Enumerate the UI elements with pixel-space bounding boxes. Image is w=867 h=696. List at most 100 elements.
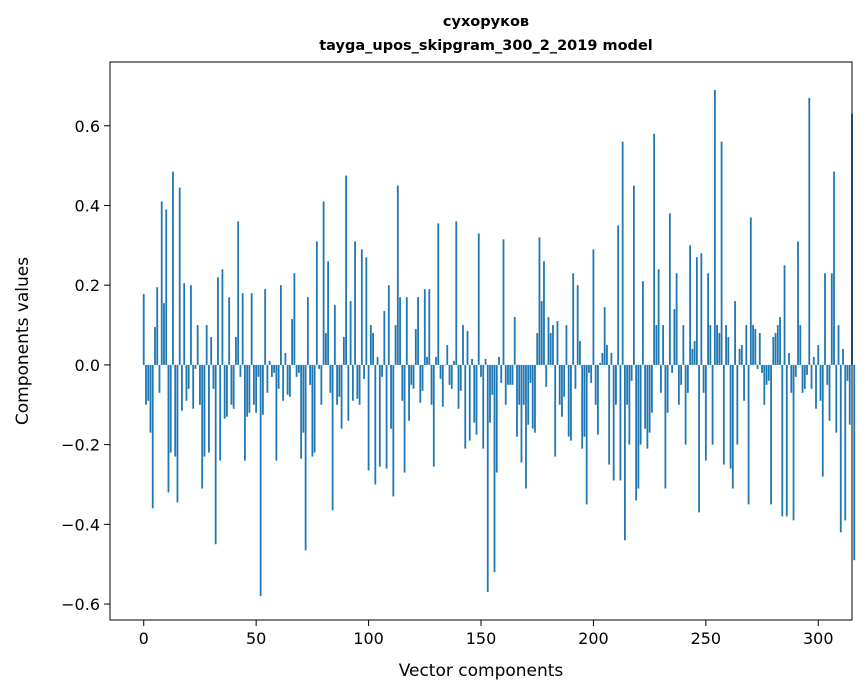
bar-163 [509,364,512,385]
bar-180 [547,317,550,365]
bar-159 [500,364,503,383]
bar-188 [565,325,568,365]
bar-275 [761,364,763,373]
bar-149 [477,233,480,365]
bar-262 [731,364,734,489]
bar-161 [504,364,507,405]
bar-18 [183,283,186,365]
bar-183 [554,364,557,457]
bar-124 [421,364,424,391]
x-tick-label: 300 [803,629,834,648]
bar-60 [277,364,280,389]
bar-303 [824,273,826,365]
bar-286 [785,364,788,517]
bar-220 [637,364,640,489]
bar-111 [392,364,395,497]
bar-313 [846,364,849,381]
bar-135 [446,344,449,365]
bar-72 [304,364,307,551]
bar-185 [558,364,561,405]
bar-50 [255,364,258,413]
bar-38 [228,297,231,365]
bar-126 [426,356,428,365]
bar-70 [300,364,303,459]
bar-58 [273,364,276,373]
bar-297 [810,364,813,389]
bar-91 [347,364,350,421]
bar-139 [455,221,458,365]
bar-251 [707,273,709,365]
bar-283 [779,317,781,365]
bar-26 [201,364,204,489]
bar-76 [313,364,316,453]
bar-97 [360,249,363,365]
bar-150 [480,364,482,377]
bar-228 [655,325,658,365]
bar-100 [367,364,370,471]
bar-195 [581,364,584,449]
bar-218 [633,185,635,365]
plot-frame [109,61,853,621]
bar-151 [482,364,485,449]
bar-263 [734,301,736,365]
bar-109 [387,285,390,365]
bar-17 [181,364,183,411]
bar-37 [226,364,228,417]
y-tick-label: −0.2 [61,436,100,455]
bar-53 [262,364,264,415]
bar-28 [205,325,208,365]
bar-65 [288,364,291,397]
bar-205 [603,307,606,365]
bar-9 [163,303,165,365]
bar-304 [826,364,829,385]
bar-32 [214,364,217,545]
bar-25 [199,364,201,405]
bar-190 [570,364,572,441]
bar-94 [354,241,356,365]
bar-4 [151,364,154,509]
bar-231 [662,325,665,365]
bar-44 [241,293,244,365]
bar-48 [250,293,253,365]
bar-219 [635,364,638,501]
bar-216 [628,364,631,445]
bar-74 [309,364,312,385]
bar-106 [381,364,383,377]
bar-45 [244,364,246,461]
bar-23 [194,364,197,369]
bar-203 [599,362,602,365]
bar-55 [266,364,269,393]
bar-184 [556,321,559,365]
bar-122 [417,297,419,365]
bar-41 [235,337,237,365]
bar-260 [727,337,730,365]
bar-252 [709,325,712,365]
bar-310 [839,364,842,533]
bar-10 [165,209,168,365]
bar-0 [142,293,145,365]
bar-6 [156,287,159,365]
bar-52 [259,364,262,597]
bar-98 [363,364,365,379]
x-tick-label: 250 [691,629,722,648]
bar-181 [549,333,552,365]
bar-34 [219,364,222,461]
bar-242 [686,364,689,393]
bar-105 [378,364,381,467]
bar-112 [394,325,397,365]
bar-255 [716,325,718,365]
bar-115 [401,364,404,401]
bar-5 [154,327,156,365]
bar-80 [322,201,325,365]
y-tick-label: 0.4 [75,196,100,215]
bar-295 [806,364,808,375]
bar-221 [639,364,642,445]
bar-186 [561,364,563,417]
bar-268 [745,325,748,365]
bar-102 [372,333,374,365]
bar-67 [293,273,296,365]
bar-125 [423,289,426,365]
bar-13 [172,171,174,365]
bar-267 [743,364,745,401]
bar-316 [853,364,856,561]
